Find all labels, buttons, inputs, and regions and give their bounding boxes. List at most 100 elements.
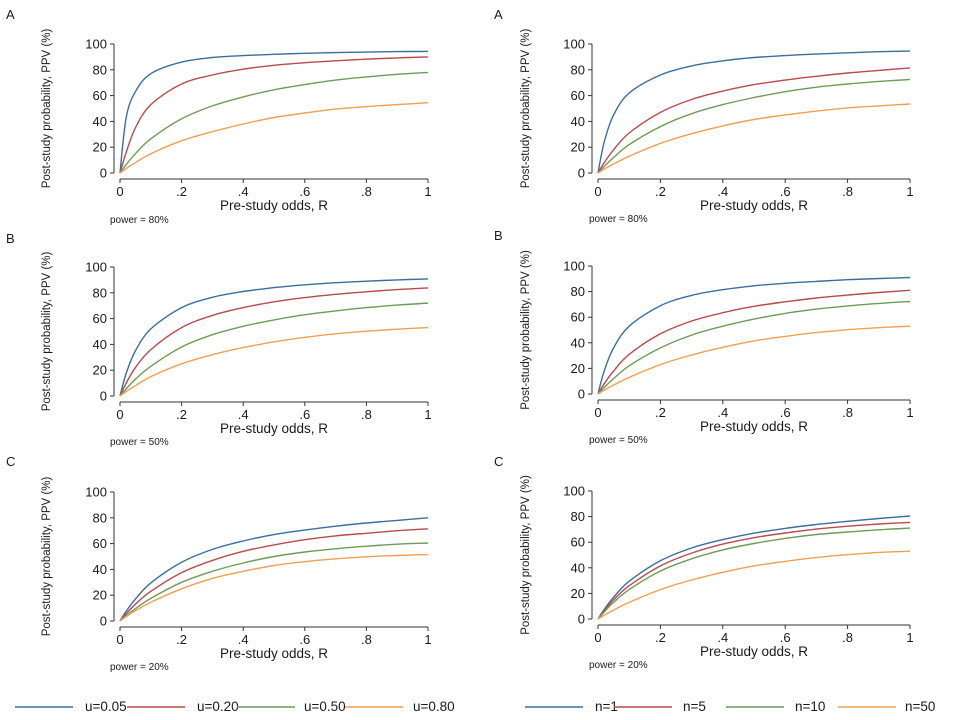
legend-label: n=10 (795, 699, 825, 714)
series-line-u=0.50 (119, 302, 429, 397)
series-line-u=0.80 (119, 553, 429, 622)
legend-label: u=0.20 (197, 699, 239, 714)
x-tick-label: 1 (906, 184, 913, 199)
y-tick-label: 80 (93, 62, 107, 77)
x-tick-label: .8 (842, 184, 853, 199)
y-tick-label: 100 (563, 259, 585, 274)
legend-label: n=50 (905, 699, 935, 714)
legend-label: n=5 (683, 699, 706, 714)
y-tick-label: 60 (571, 88, 585, 103)
series-line-n=1 (597, 276, 911, 395)
series-line-u=0.05 (119, 50, 429, 174)
x-tick-label: 1 (424, 632, 431, 647)
y-tick-label: 80 (93, 285, 107, 300)
series-line-n=50 (597, 103, 911, 174)
power-note: power = 20% (110, 662, 169, 673)
y-axis-title: Post-study probability, PPV (%) (41, 252, 53, 412)
y-tick-label: 40 (93, 337, 107, 352)
series-line-n=5 (597, 67, 911, 174)
power-note: power = 20% (589, 660, 648, 671)
x-tick-label: .6 (780, 184, 791, 199)
x-tick-label: .4 (717, 184, 728, 199)
chart-panel-3: B 0 20 40 60 80 100 0 .2 .4 .6 .8 1 Pre-study odds, R… (6, 231, 432, 448)
chart-panel-5: C 0 20 40 60 80 100 0 .2 .4 .6 .8 1 Pre-study odds, R… (6, 454, 432, 673)
y-tick-label: 100 (85, 485, 107, 500)
y-tick-label: 0 (578, 612, 585, 627)
y-tick-label: 100 (563, 37, 585, 52)
chart-panel-2: A 0 20 40 60 80 100 0 .2 .4 .6 .8 1 Pre-study odds, R… (494, 7, 914, 225)
series-line-n=5 (597, 521, 911, 620)
x-tick-label: 1 (906, 405, 913, 420)
x-tick-label: 0 (116, 632, 123, 647)
y-tick-label: 0 (578, 166, 585, 181)
series-line-u=0.20 (119, 56, 429, 174)
x-tick-label: .2 (655, 630, 666, 645)
x-tick-label: .2 (176, 184, 187, 199)
x-axis-title: Pre-study odds, R (220, 421, 328, 436)
series-line-u=0.05 (119, 517, 429, 622)
series-line-n=50 (597, 325, 911, 395)
legend-label: u=0.05 (85, 699, 127, 714)
x-tick-label: .4 (238, 632, 249, 647)
x-tick-label: .4 (238, 184, 249, 199)
series-line-u=0.20 (119, 528, 429, 622)
y-axis-title: Post-study probability, PPV (%) (520, 475, 532, 635)
x-tick-label: .2 (176, 632, 187, 647)
legend-entry: n=1 (525, 699, 618, 714)
legend-label: u=0.50 (304, 699, 346, 714)
series-line-n=1 (597, 515, 911, 620)
x-tick-label: .2 (655, 405, 666, 420)
panel-letter: B (494, 228, 503, 243)
y-axis-title: Post-study probability, PPV (%) (41, 29, 53, 189)
x-tick-label: .6 (299, 184, 310, 199)
y-tick-label: 20 (571, 361, 585, 376)
y-axis-title: Post-study probability, PPV (%) (41, 477, 53, 637)
y-tick-label: 40 (571, 114, 585, 129)
x-tick-label: .8 (361, 407, 372, 422)
y-tick-label: 80 (571, 509, 585, 524)
x-tick-label: .6 (780, 405, 791, 420)
x-tick-label: 0 (594, 630, 601, 645)
x-tick-label: 0 (594, 184, 601, 199)
power-note: power = 80% (589, 214, 648, 225)
x-axis-title: Pre-study odds, R (700, 198, 808, 213)
y-tick-label: 100 (85, 37, 107, 52)
y-tick-label: 60 (93, 536, 107, 551)
series-line-u=0.50 (119, 542, 429, 622)
x-axis-title: Pre-study odds, R (700, 419, 808, 434)
power-note: power = 80% (110, 215, 169, 226)
panel-letter: B (6, 231, 15, 246)
x-tick-label: .6 (299, 407, 310, 422)
x-tick-label: 0 (116, 407, 123, 422)
y-tick-label: 40 (571, 560, 585, 575)
series-line-u=0.80 (119, 102, 429, 174)
legend-entry: u=0.20 (127, 699, 239, 714)
x-tick-label: 1 (906, 630, 913, 645)
power-note: power = 50% (110, 437, 169, 448)
x-tick-label: .4 (717, 405, 728, 420)
panel-letter: C (494, 454, 503, 469)
x-tick-label: 1 (424, 184, 431, 199)
y-tick-label: 80 (93, 510, 107, 525)
y-tick-label: 80 (571, 62, 585, 77)
x-tick-label: .8 (361, 184, 372, 199)
y-tick-label: 60 (571, 535, 585, 550)
series-line-u=0.05 (119, 278, 429, 397)
legend-entry: n=5 (614, 699, 706, 714)
y-tick-label: 40 (93, 114, 107, 129)
legend-2: n=1 n=5 n=10 n=50 (525, 699, 935, 714)
series-line-u=0.80 (119, 326, 429, 397)
series-line-n=1 (597, 50, 911, 174)
legend-label: u=0.80 (413, 699, 455, 714)
x-axis-title: Pre-study odds, R (220, 646, 328, 661)
panel-letter: C (6, 454, 15, 469)
y-tick-label: 0 (100, 389, 107, 404)
y-tick-label: 100 (563, 484, 585, 499)
y-tick-label: 20 (571, 140, 585, 155)
x-tick-label: 0 (594, 405, 601, 420)
x-tick-label: .4 (238, 407, 249, 422)
y-tick-label: 60 (571, 310, 585, 325)
y-tick-label: 100 (85, 260, 107, 275)
y-tick-label: 20 (571, 586, 585, 601)
